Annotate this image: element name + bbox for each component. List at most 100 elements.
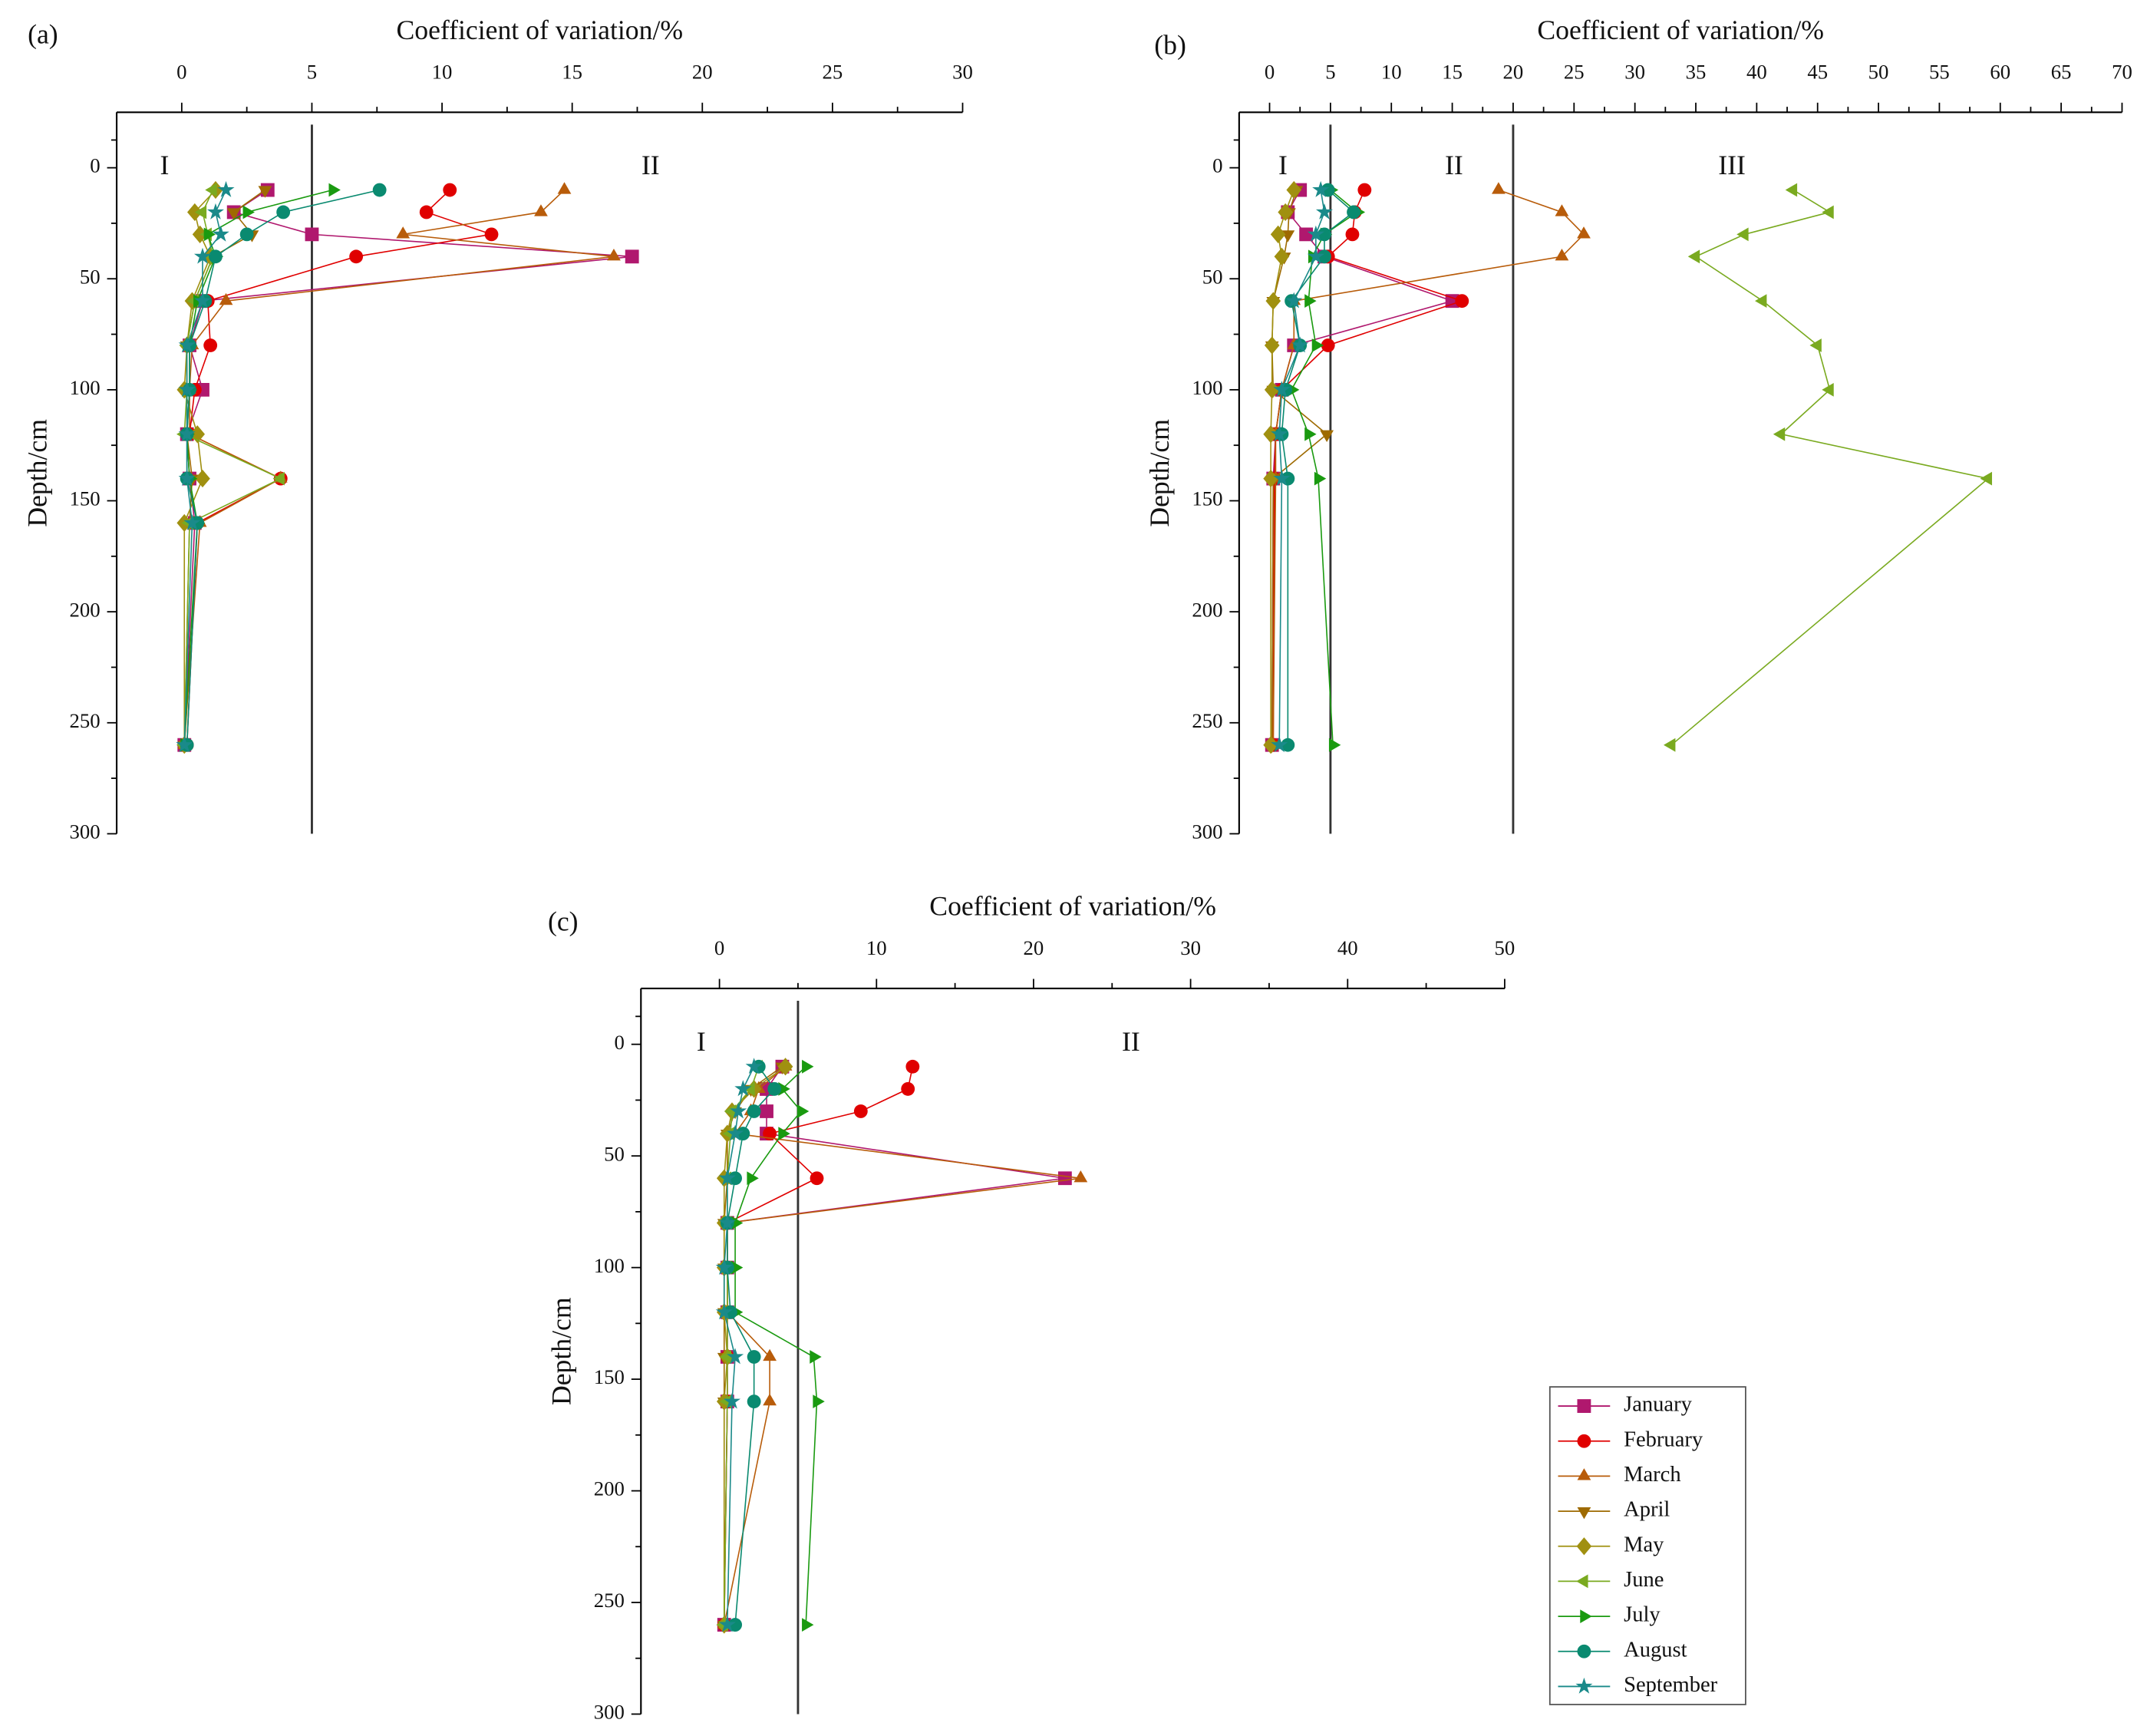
series-line [1271, 190, 1455, 745]
data-point [1445, 294, 1459, 309]
x-tick-label: 65 [2051, 60, 2072, 83]
data-point [193, 247, 212, 264]
data-point [205, 183, 217, 197]
data-point [625, 249, 639, 264]
legend-label: April [1624, 1498, 1670, 1522]
y-tick-label: 250 [1192, 709, 1222, 732]
data-point [209, 249, 223, 264]
data-point [778, 1127, 790, 1140]
data-point [212, 225, 229, 242]
data-point [396, 226, 411, 239]
y-tick-label: 200 [1192, 598, 1222, 621]
data-point [534, 204, 548, 216]
data-point [1577, 226, 1591, 239]
y-tick-label: 150 [594, 1365, 625, 1388]
data-point [1273, 381, 1291, 398]
data-point [328, 183, 341, 197]
data-point [178, 469, 196, 486]
legend-label: August [1624, 1638, 1687, 1662]
data-point [745, 1058, 763, 1074]
x-tick-label: 15 [562, 60, 582, 83]
data-point [1455, 294, 1469, 309]
y-tick-label: 150 [70, 487, 101, 510]
data-point [239, 227, 254, 242]
data-point [763, 1348, 777, 1361]
x-tick-label: 35 [1686, 60, 1707, 83]
data-point [557, 182, 572, 194]
y-tick-label: 50 [604, 1142, 625, 1165]
x-tick-label: 20 [692, 60, 713, 83]
data-point [1265, 292, 1281, 310]
data-point [1980, 471, 1993, 486]
data-point [715, 1303, 733, 1320]
data-point [1687, 249, 1700, 264]
data-point [272, 471, 285, 486]
x-tick-label: 70 [2112, 60, 2132, 83]
data-point [349, 249, 364, 264]
x-tick-label: 60 [1990, 60, 2010, 83]
data-point [1321, 338, 1335, 352]
y-tick-label: 100 [594, 1254, 625, 1277]
data-point [1263, 469, 1278, 488]
data-point [1318, 227, 1331, 242]
region-label: I [160, 150, 170, 180]
y-tick-label: 100 [1192, 376, 1222, 399]
x-tick-label: 0 [1265, 60, 1275, 83]
data-point [206, 203, 224, 219]
data-point [372, 183, 387, 197]
series-line [183, 189, 632, 745]
x-tick-label: 45 [1807, 60, 1828, 83]
legend-label: June [1624, 1568, 1664, 1592]
data-point [1057, 1171, 1072, 1186]
region-label: I [697, 1026, 706, 1057]
data-point [1773, 427, 1786, 441]
data-point [1299, 227, 1314, 242]
data-point [193, 292, 212, 309]
legend-marker [1577, 1399, 1591, 1413]
data-point [810, 1171, 824, 1186]
data-point [1307, 225, 1324, 242]
data-point [730, 1102, 747, 1119]
data-point [1328, 738, 1341, 752]
series-line [1270, 190, 1295, 745]
data-point [226, 208, 241, 220]
data-point [484, 227, 499, 242]
data-point [1755, 294, 1767, 309]
data-point [1314, 471, 1327, 486]
data-point [276, 205, 291, 219]
data-point [727, 1124, 744, 1141]
series-line [1281, 189, 1355, 745]
series-line [723, 1066, 1065, 1625]
data-point [734, 1080, 752, 1097]
legend-label: May [1624, 1533, 1664, 1556]
data-point [743, 1082, 755, 1096]
data-point [813, 1394, 825, 1409]
data-point [810, 1350, 822, 1364]
data-point [1271, 736, 1288, 753]
data-point [1664, 738, 1676, 752]
data-point [1285, 292, 1303, 309]
data-point [1347, 205, 1360, 219]
legend-marker [1576, 1537, 1592, 1556]
panel-label: (b) [1154, 30, 1186, 61]
data-point [1264, 381, 1280, 399]
x-tick-label: 50 [1868, 60, 1889, 83]
legend-label: July [1624, 1603, 1661, 1627]
y-tick-label: 0 [90, 154, 100, 177]
x-tick-label: 30 [952, 60, 973, 83]
data-point [728, 1618, 743, 1632]
data-point [1555, 249, 1569, 261]
data-point [419, 205, 434, 219]
y-tick-label: 300 [70, 820, 101, 843]
data-point [194, 205, 207, 219]
series-line [723, 1066, 914, 1625]
data-point [728, 1171, 743, 1186]
x-tick-label: 55 [1929, 60, 1950, 83]
series-line [727, 1066, 776, 1625]
y-tick-label: 50 [1202, 265, 1223, 288]
series-line [1272, 190, 1464, 745]
y-tick-label: 0 [615, 1031, 625, 1054]
data-point [1270, 225, 1286, 243]
legend-marker [1577, 1434, 1591, 1448]
